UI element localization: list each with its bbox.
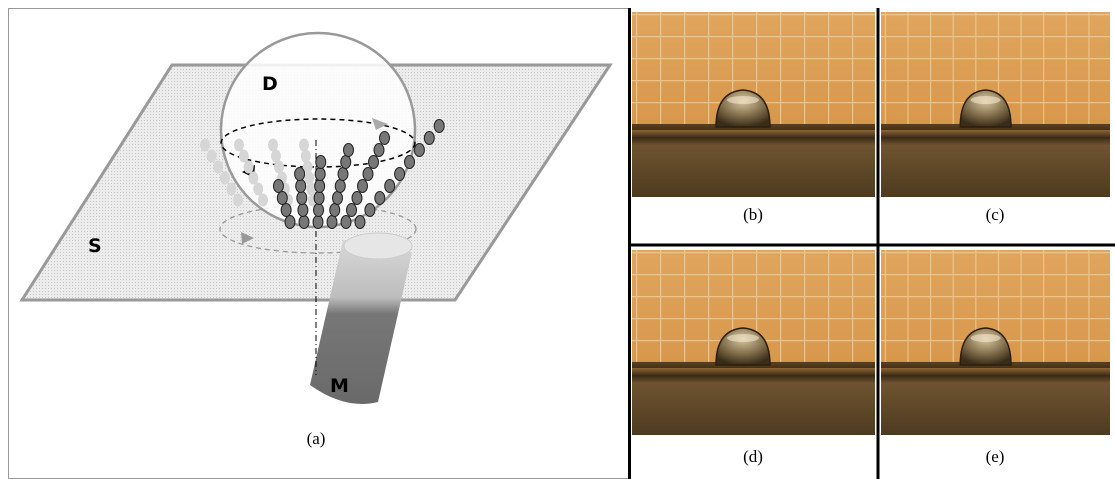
particle: [363, 168, 373, 181]
particle: [347, 204, 357, 217]
particle: [297, 192, 307, 205]
particle: [327, 216, 337, 229]
particle: [405, 156, 415, 169]
particle: [316, 156, 326, 169]
label-surface: S: [88, 235, 102, 257]
caption: (c): [986, 205, 1005, 224]
particle: [234, 139, 244, 152]
particle: [233, 194, 243, 207]
label-magnet: M: [330, 375, 349, 397]
particle: [385, 180, 395, 193]
particle: [304, 172, 314, 185]
particle: [295, 168, 305, 181]
label-drop: D: [262, 73, 278, 95]
particle: [298, 204, 308, 217]
particle: [414, 144, 424, 157]
figure: D S M (a) (b) (c) (d) (e): [0, 0, 1115, 479]
particle: [281, 204, 291, 217]
particle: [335, 180, 345, 193]
particle: [365, 204, 375, 217]
particle: [207, 150, 217, 163]
particle: [355, 216, 365, 229]
particle: [299, 216, 309, 229]
photo: [632, 12, 875, 197]
particle: [375, 192, 385, 205]
particle: [268, 139, 278, 152]
magnet-top: [344, 233, 412, 259]
particle: [248, 172, 258, 185]
particle: [296, 180, 306, 193]
particle: [301, 150, 311, 163]
particle: [333, 192, 343, 205]
particle: [315, 180, 325, 193]
caption: (d): [743, 447, 763, 466]
particle: [314, 204, 324, 217]
particle: [369, 156, 379, 169]
photo: [632, 250, 875, 435]
particle: [374, 144, 384, 157]
particle: [299, 139, 309, 152]
photo: [881, 250, 1110, 435]
particle: [352, 192, 362, 205]
particle: [285, 216, 295, 229]
particle: [258, 194, 268, 207]
particle: [314, 192, 324, 205]
particle: [244, 161, 254, 174]
particle: [380, 132, 390, 145]
caption: (b): [743, 205, 763, 224]
particle: [358, 180, 368, 193]
particle: [424, 132, 434, 145]
particle: [330, 204, 340, 217]
page: D S M (a) (b) (c) (d) (e) (() => { const…: [0, 0, 1115, 479]
particle: [239, 150, 249, 163]
caption: (a): [307, 429, 326, 448]
particle: [338, 168, 348, 181]
photo: [881, 12, 1110, 197]
particle: [277, 192, 287, 205]
particle: [315, 168, 325, 181]
particle: [344, 144, 354, 157]
caption: (e): [986, 447, 1005, 466]
particle: [273, 180, 283, 193]
particle: [213, 161, 223, 174]
particle: [313, 216, 323, 229]
particle: [395, 168, 405, 181]
particle: [220, 172, 230, 185]
particle: [200, 139, 210, 152]
particle: [341, 216, 351, 229]
particle: [253, 183, 263, 196]
particle: [226, 183, 236, 196]
particle: [434, 120, 444, 133]
particle: [341, 156, 351, 169]
